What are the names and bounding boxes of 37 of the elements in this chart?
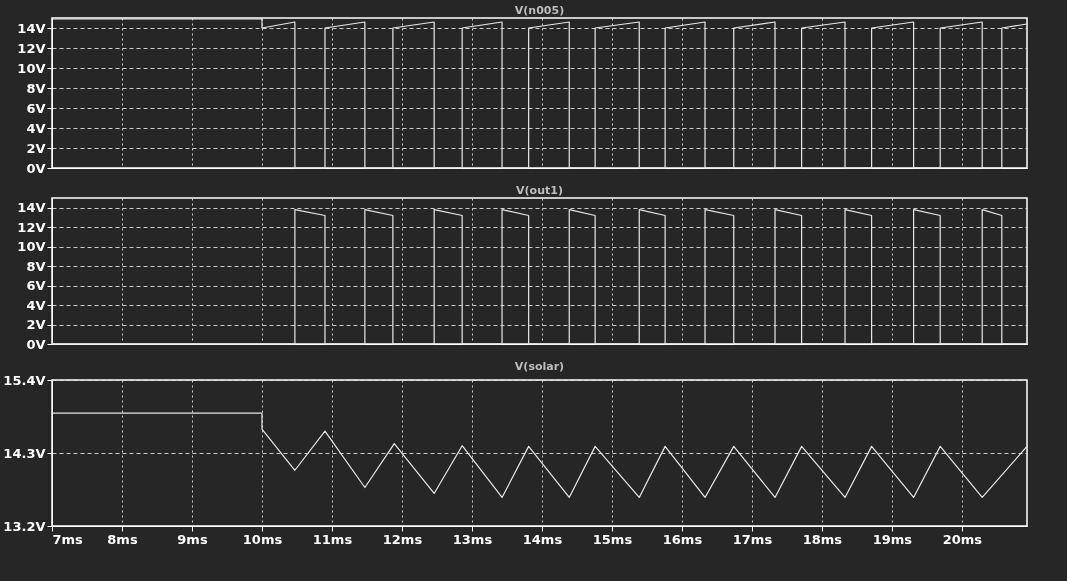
y-tick-label: 0V [26,160,46,176]
x-tick-label: 15ms [592,531,633,547]
y-tick-label: 4V [26,297,46,313]
y-tick-label: 0V [26,336,46,352]
line-series [51,18,1028,169]
y-tick-label: 6V [26,100,46,116]
y-tick-label: 8V [26,258,46,274]
y-tick-label: 14V [17,20,46,36]
y-tick-label: 6V [26,278,46,294]
y-tick-label: 14V [17,200,46,216]
chart-title: V(n005) [514,4,565,17]
y-tick-label: 14.3V [3,445,46,461]
x-tick-label: 20ms [942,531,983,547]
x-tick-label: 10ms [242,531,283,547]
x-tick-label: 8ms [107,531,138,547]
y-tick-label: 2V [26,317,46,333]
x-tick-label: 18ms [802,531,843,547]
y-tick-label: 15.4V [3,372,46,388]
x-tick-label: 16ms [662,531,703,547]
chart-title: V(out1) [516,184,563,197]
y-tick-label: 8V [26,80,46,96]
x-tick-label: 12ms [382,531,423,547]
x-tick-label: 9ms [177,531,208,547]
chart-title: V(solar) [514,360,565,373]
y-tick-label: 12V [17,219,46,235]
x-tick-label: 14ms [522,531,563,547]
y-tick-label: 12V [17,40,46,56]
y-tick-label: 4V [26,120,46,136]
x-tick-label: 11ms [312,531,353,547]
y-tick-label: 10V [17,60,46,76]
x-tick-label: 7ms [52,531,84,547]
y-tick-label: 10V [17,239,46,255]
x-tick-label: 17ms [732,531,773,547]
y-tick-label: 2V [26,140,46,156]
x-tick-label: 13ms [452,531,493,547]
y-tick-label: 13.2V [3,518,46,534]
x-tick-label: 19ms [872,531,913,547]
